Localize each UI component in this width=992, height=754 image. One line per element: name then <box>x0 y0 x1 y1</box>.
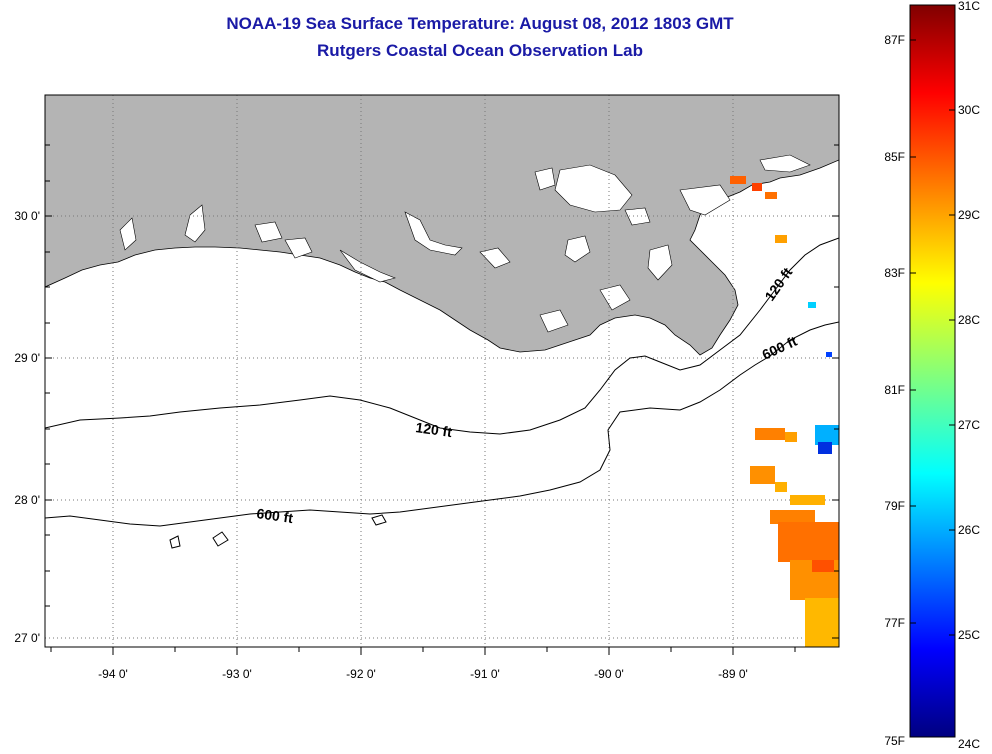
map-subtitle: Rutgers Coastal Ocean Observation Lab <box>317 41 643 60</box>
colorbar-c-27: 27C <box>958 418 980 432</box>
colorbar-c-25: 25C <box>958 628 980 642</box>
colorbar-c-30: 30C <box>958 103 980 117</box>
colorbar-f-85: 85F <box>884 150 905 164</box>
lon-label-93: -93 0' <box>222 667 252 681</box>
sst-pixels <box>730 176 839 647</box>
lat-label-28: 28 0' <box>14 493 40 507</box>
lon-label-92: -92 0' <box>346 667 376 681</box>
colorbar-f-87: 87F <box>884 33 905 47</box>
colorbar-c-29: 29C <box>958 208 980 222</box>
graticule <box>45 95 839 647</box>
colorbar-c-28: 28C <box>958 313 980 327</box>
lat-label-27: 27 0' <box>14 631 40 645</box>
colorbar-f-79: 79F <box>884 499 905 513</box>
colorbar-f-81: 81F <box>884 383 905 397</box>
colorbar-c-26: 26C <box>958 523 980 537</box>
colorbar <box>909 4 956 738</box>
lon-label-90: -90 0' <box>594 667 624 681</box>
lon-label-91: -91 0' <box>470 667 500 681</box>
map-frame <box>44 94 840 648</box>
colorbar-c-24: 24C <box>958 737 980 751</box>
map-title: NOAA-19 Sea Surface Temperature: August … <box>226 14 734 33</box>
colorbar-f-83: 83F <box>884 266 905 280</box>
contour-600ft <box>45 321 839 527</box>
lon-label-94: -94 0' <box>98 667 128 681</box>
colorbar-c-31: 31C <box>958 0 980 13</box>
colorbar-f-75: 75F <box>884 734 905 748</box>
lat-label-29: 29 0' <box>14 351 40 365</box>
contour-120ft <box>45 237 839 435</box>
contour-label-600ft-west: 600 ft <box>256 505 295 526</box>
contour-label-120ft-west: 120 ft <box>415 419 454 440</box>
colorbar-f-77: 77F <box>884 616 905 630</box>
lon-label-89: -89 0' <box>718 667 748 681</box>
lat-label-30: 30 0' <box>14 209 40 223</box>
